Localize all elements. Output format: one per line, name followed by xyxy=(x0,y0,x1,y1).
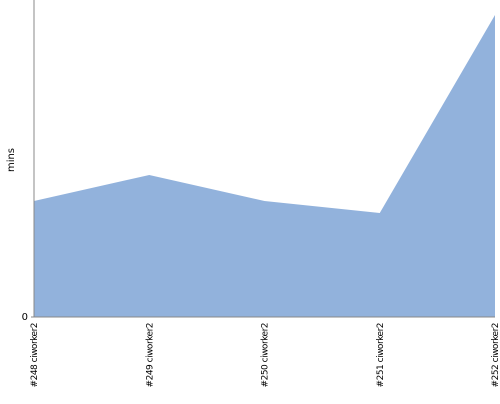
x-tick-label: #249 ciworker2 xyxy=(145,323,155,387)
area xyxy=(34,15,495,317)
y-axis-label: mins xyxy=(6,148,17,172)
x-tick-label: #252 ciworker2 xyxy=(491,323,500,387)
y-tick-label: 0 xyxy=(22,312,28,323)
x-tick-label: #248 ciworker2 xyxy=(30,323,40,387)
x-tick-label: #250 ciworker2 xyxy=(261,323,271,387)
x-tick-label: #251 ciworker2 xyxy=(376,323,386,387)
